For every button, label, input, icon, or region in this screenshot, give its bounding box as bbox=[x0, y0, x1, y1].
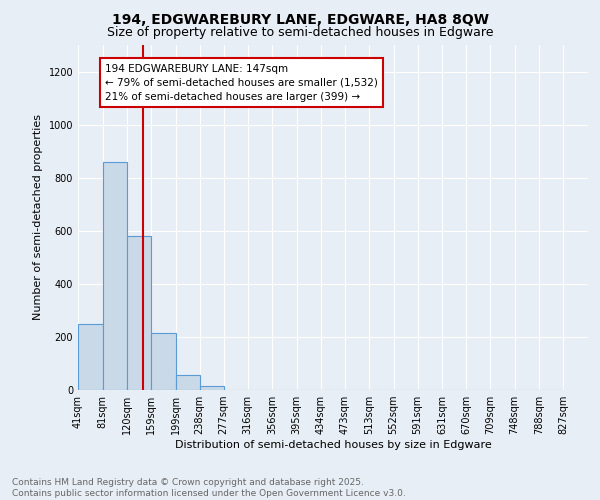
Bar bbox=[78, 324, 103, 390]
X-axis label: Distribution of semi-detached houses by size in Edgware: Distribution of semi-detached houses by … bbox=[175, 440, 491, 450]
Bar bbox=[103, 162, 127, 390]
Bar bbox=[176, 376, 200, 390]
Bar bbox=[127, 236, 151, 390]
Y-axis label: Number of semi-detached properties: Number of semi-detached properties bbox=[33, 114, 43, 320]
Text: Size of property relative to semi-detached houses in Edgware: Size of property relative to semi-detach… bbox=[107, 26, 493, 39]
Bar bbox=[151, 333, 176, 390]
Text: Contains HM Land Registry data © Crown copyright and database right 2025.
Contai: Contains HM Land Registry data © Crown c… bbox=[12, 478, 406, 498]
Bar bbox=[200, 386, 224, 390]
Text: 194 EDGWAREBURY LANE: 147sqm
← 79% of semi-detached houses are smaller (1,532)
2: 194 EDGWAREBURY LANE: 147sqm ← 79% of se… bbox=[105, 64, 378, 102]
Text: 194, EDGWAREBURY LANE, EDGWARE, HA8 8QW: 194, EDGWAREBURY LANE, EDGWARE, HA8 8QW bbox=[112, 12, 488, 26]
